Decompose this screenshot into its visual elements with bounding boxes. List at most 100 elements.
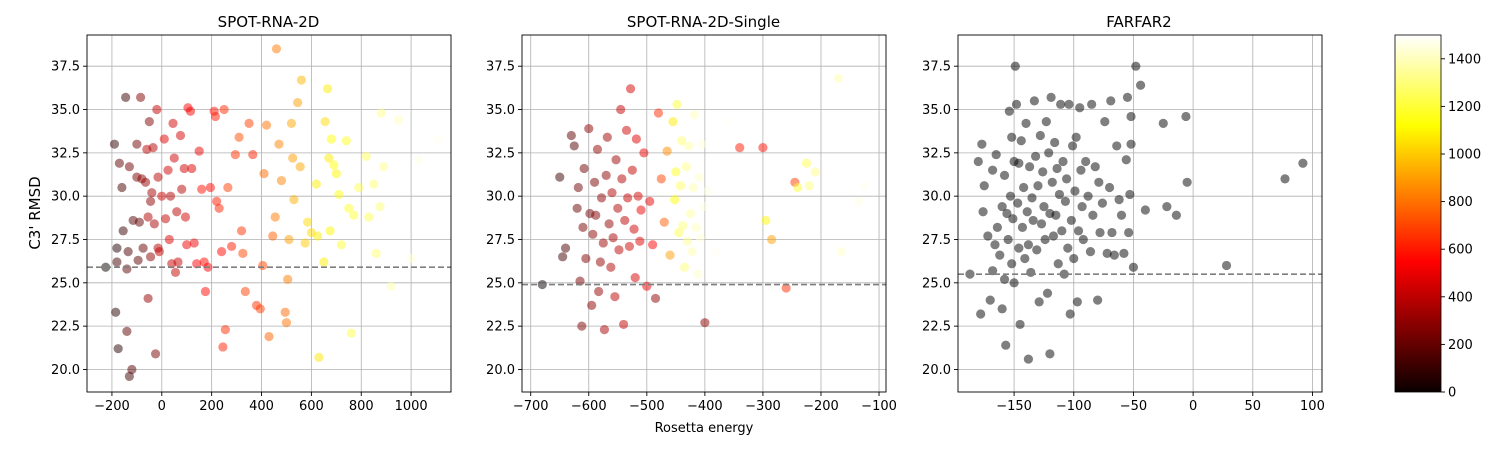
data-point (569, 141, 579, 151)
data-point (1093, 295, 1103, 305)
data-point (1015, 319, 1025, 330)
data-point (1122, 92, 1133, 102)
data-point (214, 203, 224, 213)
data-point (223, 182, 233, 193)
data-point (693, 269, 703, 279)
panel-spot-rna-2d-single: −700 −600 −500 −400 −300 −200 −100 20.0 22.5 25.0… (486, 34, 897, 414)
data-point (394, 115, 404, 125)
y-tick-label: 37.5 (486, 60, 515, 75)
data-point (1070, 186, 1080, 196)
data-point (118, 226, 128, 236)
data-point (145, 196, 156, 206)
data-point (271, 44, 282, 54)
y-tick-label: 20.0 (486, 363, 515, 378)
y-tick-label: 22.5 (922, 320, 951, 335)
data-point (336, 240, 346, 250)
data-point (113, 344, 123, 354)
data-point (695, 233, 705, 243)
data-point (270, 212, 280, 222)
data-point (175, 130, 186, 141)
data-point (629, 224, 639, 234)
data-point (334, 189, 344, 200)
data-point (248, 149, 258, 160)
data-point (1047, 177, 1057, 187)
data-point (200, 286, 211, 297)
data-point (1048, 231, 1059, 241)
data-point (172, 207, 182, 217)
data-point (210, 111, 220, 122)
y-tick-label: 37.5 (51, 60, 80, 75)
data-point (636, 205, 646, 215)
data-point (621, 125, 632, 135)
data-point (1045, 349, 1055, 359)
data-point (684, 141, 694, 151)
data-point (369, 179, 379, 189)
data-point (165, 191, 176, 201)
data-point (611, 155, 621, 165)
data-point (153, 172, 163, 182)
data-point (1007, 132, 1017, 142)
data-point (681, 162, 691, 172)
data-point (623, 193, 633, 203)
data-point (1035, 130, 1045, 141)
data-point (578, 222, 588, 232)
data-point (711, 247, 722, 257)
data-point (361, 151, 371, 161)
data-point (675, 181, 686, 191)
data-point (983, 231, 993, 241)
data-point (182, 240, 192, 250)
axes-frame (957, 34, 1323, 393)
data-point (148, 143, 158, 153)
x-tick-label: −400 (687, 399, 723, 414)
y-tick-label: 25.0 (922, 276, 951, 291)
data-point (124, 162, 134, 172)
data-point (177, 184, 187, 194)
data-point (1050, 137, 1060, 148)
data-point (602, 132, 612, 142)
data-point (627, 165, 637, 175)
data-point (160, 214, 171, 224)
data-point (255, 304, 265, 314)
data-point (134, 217, 144, 227)
data-point (810, 167, 820, 177)
data-point (1124, 227, 1134, 238)
data-point (168, 118, 178, 128)
data-point (1004, 106, 1014, 116)
data-point (164, 234, 174, 245)
data-point (145, 252, 156, 262)
data-point (859, 181, 870, 191)
data-point (1025, 162, 1035, 172)
data-point (127, 364, 137, 375)
data-point (349, 210, 359, 220)
data-point (598, 238, 608, 248)
data-point (217, 247, 227, 257)
x-tick-label: −50 (1120, 399, 1147, 414)
data-point (735, 143, 745, 153)
data-point (1019, 182, 1029, 193)
data-point (1040, 234, 1050, 245)
data-point (138, 243, 148, 253)
panel-spot-rna-2d: −200 0 200 400 600 800 1000 20.0 22.5 25.0 27.5 30.… (51, 34, 452, 414)
data-point (150, 349, 161, 359)
data-point (836, 247, 846, 257)
data-point (587, 300, 597, 310)
data-point (112, 243, 122, 253)
data-point (1041, 117, 1051, 127)
data-point (300, 238, 310, 248)
data-point (581, 253, 591, 264)
data-point (639, 148, 649, 158)
data-point (311, 179, 321, 189)
data-point (591, 210, 601, 220)
data-point (997, 201, 1007, 212)
data-point (613, 203, 623, 213)
data-point (1158, 118, 1168, 128)
data-point (261, 120, 272, 130)
data-point (114, 158, 125, 168)
data-point (1046, 92, 1056, 102)
data-point (331, 169, 341, 179)
data-point (1044, 148, 1054, 158)
data-point (1014, 158, 1024, 168)
data-point (610, 292, 620, 302)
data-point (618, 319, 629, 330)
data-point (258, 260, 268, 271)
